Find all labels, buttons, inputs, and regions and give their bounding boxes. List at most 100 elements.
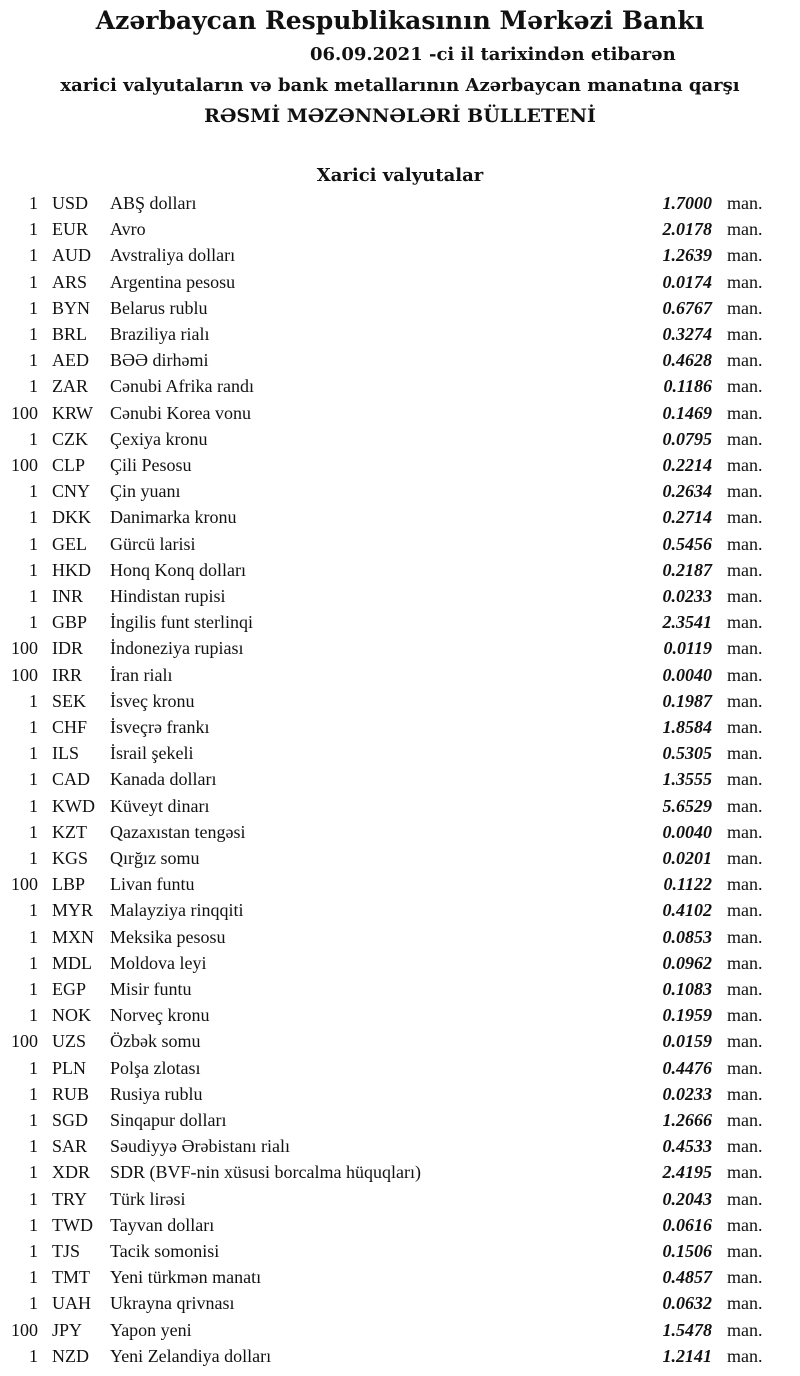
currency-row: 100 IRR İran rialı 0.0040 man.: [0, 665, 800, 691]
rate-value: 0.5456: [662, 533, 713, 554]
currency-row: 1 TJS Tacik somonisi 0.1506 man.: [0, 1241, 800, 1267]
currency-name: Yeni Zelandiya dolları: [110, 1345, 272, 1366]
rate-value: 0.0853: [662, 926, 713, 947]
rate-value: 1.3555: [662, 769, 713, 790]
rate-value: 0.0174: [662, 271, 713, 292]
currency-code: XDR: [52, 1162, 91, 1183]
unit-label: man.: [727, 481, 763, 502]
currency-name: Hindistan rupisi: [110, 586, 226, 606]
currency-name: Malayziya rinqqiti: [110, 900, 244, 921]
unit-label: man.: [727, 455, 763, 475]
rate-value: 0.5305: [662, 743, 713, 764]
quantity: 1: [29, 507, 38, 528]
currency-row: 1 GEL Gürcü larisi 0.5456 man.: [0, 534, 800, 560]
rate-value: 0.2187: [662, 559, 713, 580]
subtitle: xarici valyutaların və bank metallarının…: [60, 75, 740, 96]
quantity: 1: [29, 743, 38, 764]
currency-row: 1 MXN Meksika pesosu 0.0853 man.: [0, 927, 800, 953]
currency-code: LBP: [52, 874, 86, 895]
rate-value: 0.2714: [662, 507, 713, 528]
rate-value: 2.0178: [662, 219, 713, 240]
quantity: 100: [11, 664, 38, 685]
currency-name: SDR (BVF-nin xüsusi borcalma hüquqları): [110, 1162, 421, 1183]
currency-row: 1 HKD Honq Konq dolları 0.2187 man.: [0, 560, 800, 586]
currency-row: 1 EGP Misir funtu 0.1083 man.: [0, 979, 800, 1005]
unit-label: man.: [727, 612, 763, 633]
unit-label: man.: [727, 533, 763, 554]
currency-name: Honq Konq dolları: [110, 559, 246, 580]
currency-code: TJS: [52, 1241, 81, 1261]
quantity: 1: [29, 297, 38, 318]
currency-name: Türk lirəsi: [110, 1188, 186, 1209]
unit-label: man.: [727, 586, 763, 606]
rate-value: 0.1959: [662, 1005, 713, 1026]
currency-name: Argentina pesosu: [110, 271, 236, 292]
unit-label: man.: [727, 743, 763, 764]
currency-name: Misir funtu: [110, 979, 192, 999]
currency-code: EGP: [52, 979, 87, 999]
currency-name: BƏƏ dirhəmi: [110, 350, 209, 371]
unit-label: man.: [727, 245, 763, 266]
quantity: 1: [29, 612, 38, 633]
currency-name: İngilis funt sterlinqi: [110, 612, 253, 633]
quantity: 1: [29, 271, 38, 292]
currency-name: Danimarka kronu: [110, 507, 237, 528]
currency-row: 1 TMT Yeni türkmən manatı 0.4857 man.: [0, 1267, 800, 1293]
rate-value: 1.2666: [662, 1110, 713, 1130]
rate-value: 0.0962: [662, 952, 713, 973]
quantity: 1: [29, 952, 38, 973]
currency-code: CZK: [52, 428, 88, 449]
currency-code: SGD: [52, 1110, 89, 1130]
unit-label: man.: [727, 769, 763, 790]
unit-label: man.: [727, 428, 763, 449]
currency-name: Qazaxıstan tengəsi: [110, 821, 246, 842]
currency-name: Avstraliya dolları: [110, 245, 236, 266]
currency-code: IRR: [52, 664, 83, 685]
quantity: 100: [11, 1031, 38, 1052]
rate-value: 0.0119: [663, 638, 712, 659]
quantity: 1: [29, 586, 38, 606]
currency-row: 1 AED BƏƏ dirhəmi 0.4628 man.: [0, 350, 800, 376]
unit-label: man.: [727, 952, 763, 973]
currency-code: HKD: [52, 559, 91, 580]
currency-name: ABŞ dolları: [110, 193, 197, 213]
currency-code: CAD: [52, 769, 91, 790]
currency-name: Avro: [110, 219, 146, 240]
unit-label: man.: [727, 219, 763, 240]
unit-label: man.: [727, 900, 763, 921]
quantity: 1: [29, 533, 38, 554]
unit-label: man.: [727, 638, 763, 659]
quantity: 1: [29, 428, 38, 449]
rate-value: 0.0632: [662, 1293, 713, 1314]
quantity: 1: [29, 769, 38, 790]
quantity: 1: [29, 795, 38, 816]
currency-row: 1 SAR Səudiyyə Ərəbistanı rialı 0.4533 man.: [0, 1136, 800, 1162]
currency-name: İsveçrə frankı: [110, 717, 210, 737]
unit-label: man.: [727, 1083, 763, 1104]
unit-label: man.: [727, 848, 763, 868]
currency-name: Norveç kronu: [110, 1005, 210, 1026]
currency-row: 1 PLN Polşa zlotası 0.4476 man.: [0, 1058, 800, 1084]
currency-name: Cənubi Korea vonu: [110, 402, 251, 423]
currency-name: Çili Pesosu: [110, 455, 192, 475]
currency-name: Cənubi Afrika randı: [110, 376, 254, 397]
currency-row: 1 NZD Yeni Zelandiya dolları 1.2141 man.: [0, 1346, 800, 1372]
quantity: 1: [29, 717, 38, 737]
currency-code: AED: [52, 350, 89, 371]
currency-row: 100 UZS Özbək somu 0.0159 man.: [0, 1031, 800, 1057]
currency-name: Qırğız somu: [110, 848, 200, 868]
unit-label: man.: [727, 1188, 763, 1209]
currency-code: UZS: [52, 1031, 87, 1052]
rate-value: 0.1083: [662, 979, 713, 999]
currency-code: EUR: [52, 219, 88, 240]
quantity: 1: [29, 559, 38, 580]
currency-row: 100 IDR İndoneziya rupiası 0.0119 man.: [0, 638, 800, 664]
currency-name: Braziliya rialı: [110, 324, 210, 344]
quantity: 1: [29, 481, 38, 502]
quantity: 1: [29, 245, 38, 266]
currency-code: BRL: [52, 324, 88, 344]
currency-row: 1 USD ABŞ dolları 1.7000 man.: [0, 193, 800, 219]
currency-name: Gürcü larisi: [110, 533, 196, 554]
currency-row: 100 CLP Çili Pesosu 0.2214 man.: [0, 455, 800, 481]
bank-title: Azərbaycan Respublikasının Mərkəzi Bankı: [95, 6, 705, 35]
